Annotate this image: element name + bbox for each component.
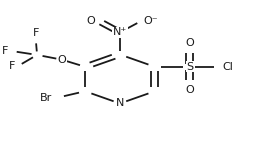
Text: F: F	[32, 28, 39, 38]
Text: O: O	[185, 38, 194, 48]
Text: F: F	[9, 61, 16, 71]
Text: F: F	[2, 46, 8, 56]
Text: Cl: Cl	[223, 62, 233, 72]
Text: O: O	[57, 55, 66, 65]
Text: O: O	[87, 15, 95, 26]
Text: S: S	[186, 62, 193, 72]
Text: O: O	[185, 85, 194, 95]
Text: Br: Br	[40, 93, 52, 103]
Text: O⁻: O⁻	[144, 16, 158, 26]
Text: N⁺: N⁺	[113, 27, 127, 37]
Text: N: N	[116, 98, 124, 109]
